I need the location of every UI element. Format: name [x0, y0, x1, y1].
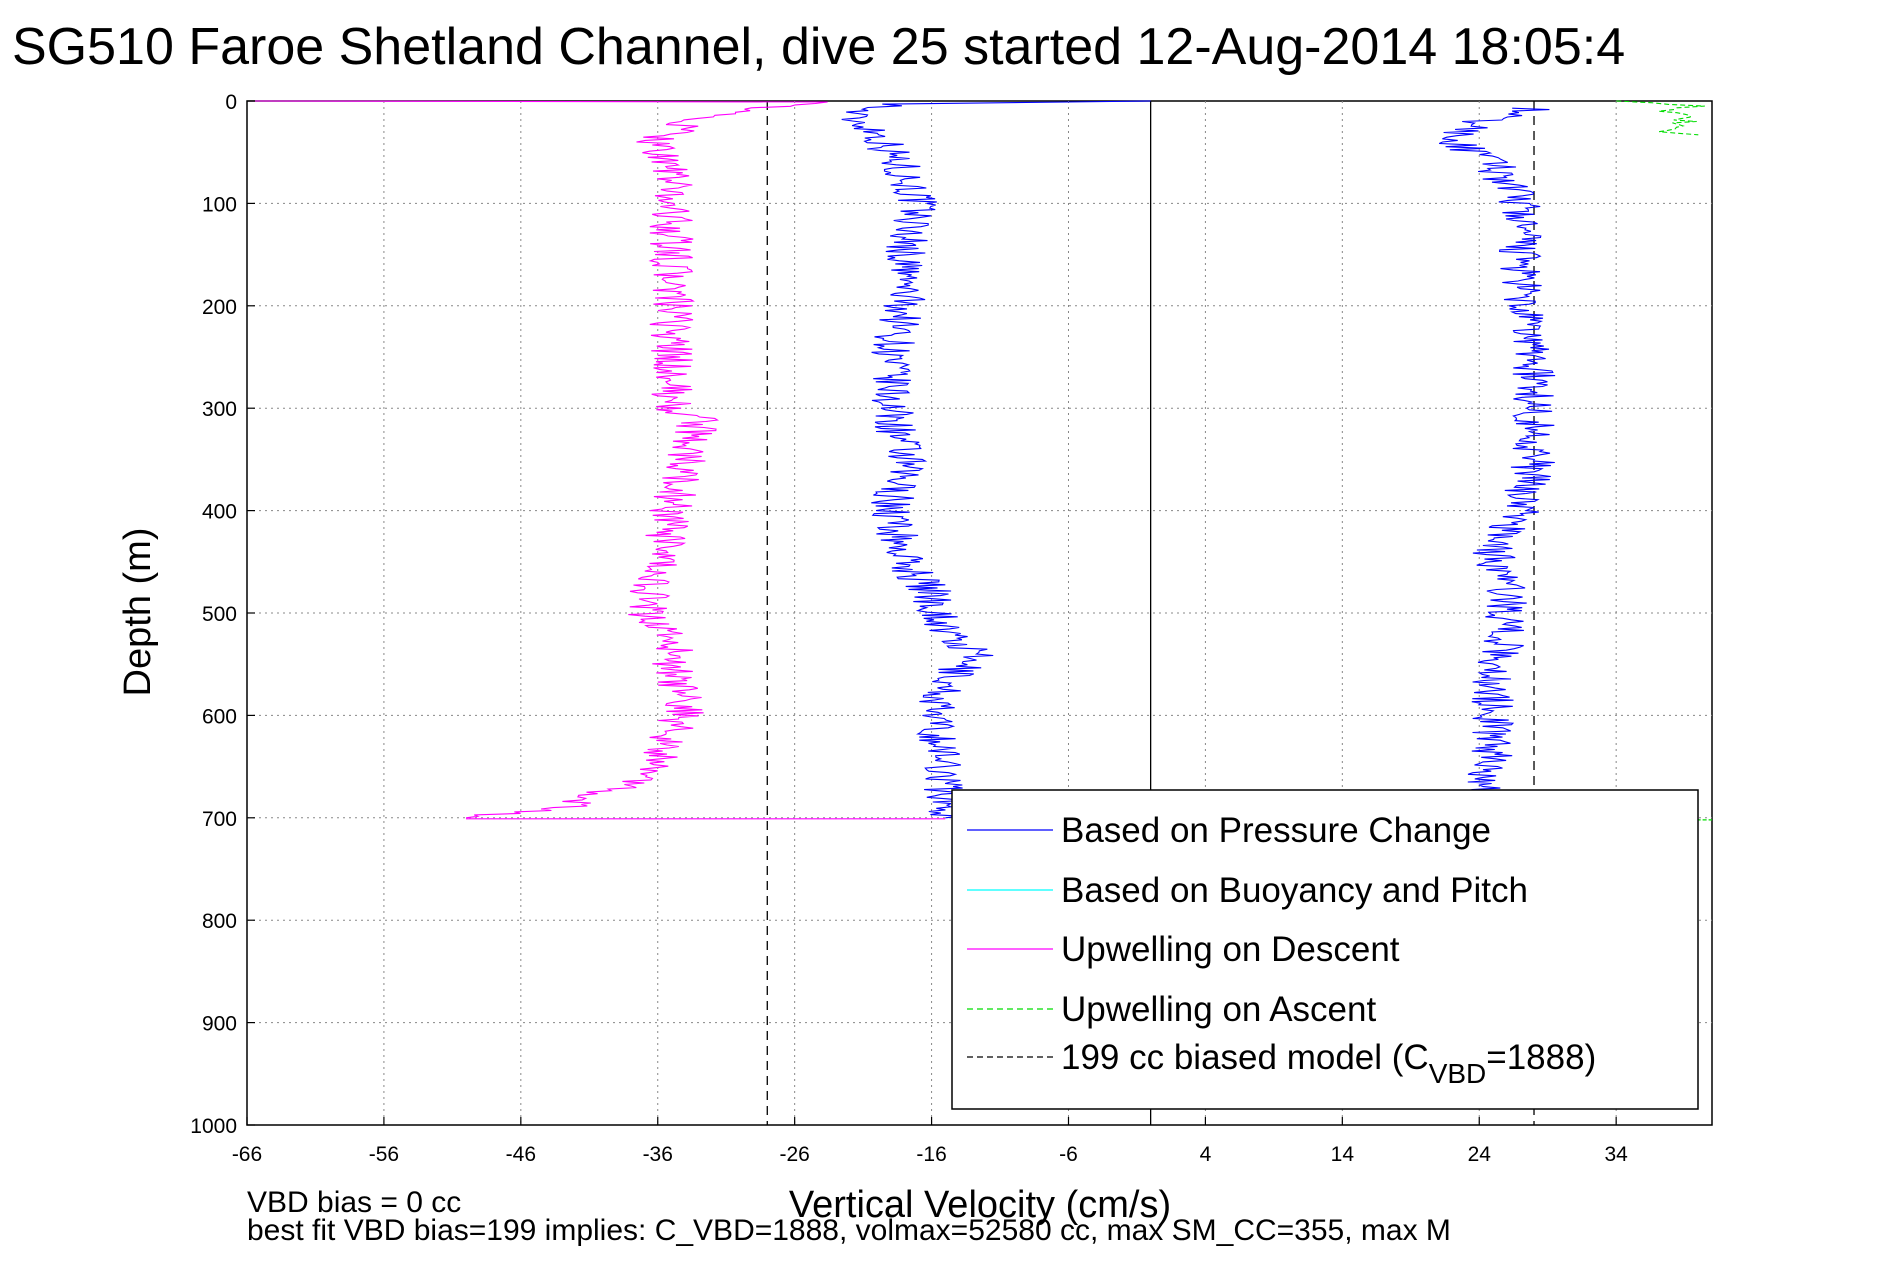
legend-box — [951, 789, 1699, 1110]
x-tick-label: 4 — [1200, 1143, 1212, 1166]
y-tick-label: 400 — [202, 501, 237, 524]
legend-label: Upwelling on Ascent — [1061, 990, 1376, 1029]
series-line — [841, 100, 1151, 819]
footer-notes: VBD bias = 0 cc Vertical Velocity (cm/s)… — [247, 1184, 1451, 1247]
legend-label: Based on Pressure Change — [1061, 811, 1491, 850]
x-tick-label: -66 — [232, 1143, 262, 1166]
x-tick-label: 14 — [1331, 1143, 1355, 1166]
best-fit-note: best fit VBD bias=199 implies: C_VBD=188… — [247, 1214, 1451, 1247]
legend: Based on Pressure Change Based on Buoyanc… — [951, 789, 1699, 1110]
series-layer — [246, 100, 1712, 821]
x-tick-label: -26 — [779, 1143, 809, 1166]
series-line — [246, 100, 828, 819]
y-axis-ticks: 0 100 200 300 400 500 600 700 800 900 1000 — [190, 91, 255, 1138]
y-axis-label: Depth (m) — [117, 528, 159, 697]
legend-label: 199 cc biased model (CVBD=1888) — [1061, 1038, 1596, 1089]
y-tick-label: 700 — [202, 808, 237, 831]
y-tick-label: 300 — [202, 398, 237, 421]
legend-label: Based on Buoyancy and Pitch — [1061, 871, 1528, 910]
x-tick-label: -56 — [369, 1143, 399, 1166]
y-tick-label: 1000 — [190, 1115, 237, 1138]
series-line — [1616, 100, 1705, 136]
y-tick-label: 100 — [202, 193, 237, 216]
y-tick-label: 500 — [202, 603, 237, 626]
chart-title: SG510 Faroe Shetland Channel, dive 25 st… — [12, 18, 1625, 76]
y-tick-label: 0 — [225, 91, 237, 114]
x-tick-label: 24 — [1468, 1143, 1492, 1166]
y-tick-label: 900 — [202, 1013, 237, 1036]
x-axis-label: Vertical Velocity (cm/s) — [789, 1184, 1171, 1226]
y-tick-label: 800 — [202, 910, 237, 933]
x-tick-label: -46 — [506, 1143, 536, 1166]
y-tick-label: 600 — [202, 705, 237, 728]
x-tick-label: -6 — [1059, 1143, 1078, 1166]
x-tick-label: -36 — [643, 1143, 673, 1166]
x-tick-label: -16 — [916, 1143, 946, 1166]
x-tick-label: 34 — [1604, 1143, 1628, 1166]
x-axis-ticks: -66 -56 -46 -36 -26 -16 -6 4 14 24 34 — [232, 1117, 1628, 1166]
legend-label: Upwelling on Descent — [1061, 930, 1400, 969]
series-line — [1438, 107, 1556, 798]
y-tick-label: 200 — [202, 296, 237, 319]
vbd-bias-note: VBD bias = 0 cc — [247, 1186, 461, 1219]
